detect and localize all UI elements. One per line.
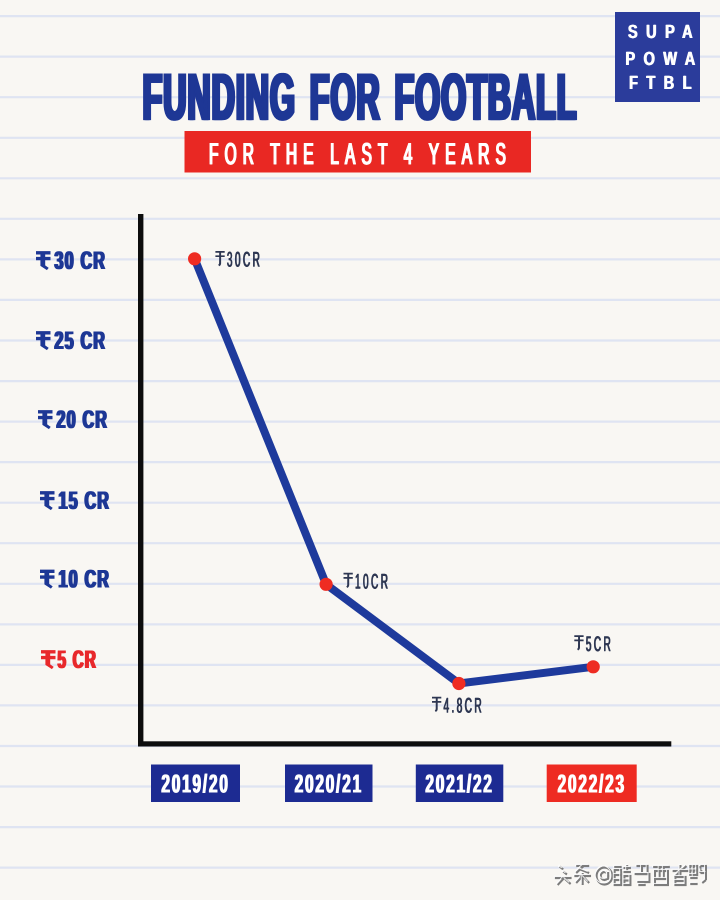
svg-text:2020/21: 2020/21	[294, 768, 362, 798]
svg-text:2022/23: 2022/23	[558, 768, 626, 798]
svg-text:FOR THE LAST 4 YEARS: FOR THE LAST 4 YEARS	[208, 138, 511, 171]
svg-text:FOR THE LAST 4 YEARS: FOR THE LAST 4 YEARS	[209, 138, 512, 171]
svg-text:2022/23: 2022/23	[557, 768, 625, 798]
svg-text:10CR: 10CR	[355, 570, 390, 593]
svg-text:FTBL: FTBL	[629, 73, 700, 94]
svg-text:30CR: 30CR	[227, 249, 262, 272]
svg-text:5CR: 5CR	[586, 633, 613, 656]
svg-text:4.8CR: 4.8CR	[444, 694, 485, 717]
svg-text:4.8CR: 4.8CR	[444, 694, 485, 717]
svg-text:15 CR: 15 CR	[59, 487, 111, 515]
svg-text:2021/22: 2021/22	[426, 768, 494, 798]
svg-text:5 CR: 5 CR	[58, 646, 98, 674]
svg-text:FUNDING FOR FOOTBALL: FUNDING FOR FOOTBALL	[143, 61, 578, 133]
svg-text:10 CR: 10 CR	[59, 565, 111, 593]
svg-text:30 CR: 30 CR	[55, 247, 107, 275]
svg-text:FTBL: FTBL	[630, 73, 701, 94]
svg-text:20 CR: 20 CR	[56, 406, 108, 434]
svg-text:2019/20: 2019/20	[161, 768, 229, 798]
svg-text:30 CR: 30 CR	[54, 247, 106, 275]
svg-text:5CR: 5CR	[586, 633, 613, 656]
svg-text:20 CR: 20 CR	[57, 406, 109, 434]
svg-text:5 CR: 5 CR	[57, 646, 97, 674]
svg-text:15 CR: 15 CR	[59, 487, 111, 515]
svg-text:2021/22: 2021/22	[425, 768, 493, 798]
svg-text:SUPA: SUPA	[628, 22, 701, 43]
svg-text:25 CR: 25 CR	[55, 327, 107, 355]
svg-text:FUNDING FOR FOOTBALL: FUNDING FOR FOOTBALL	[142, 61, 577, 133]
svg-text:SUPA: SUPA	[628, 22, 701, 43]
svg-text:25 CR: 25 CR	[55, 327, 107, 355]
svg-text:15 CR: 15 CR	[58, 487, 110, 515]
svg-text:5CR: 5CR	[586, 633, 613, 656]
svg-text:10CR: 10CR	[355, 570, 390, 593]
svg-text:SUPA: SUPA	[628, 22, 701, 43]
svg-text:POWA: POWA	[625, 49, 703, 70]
svg-text:2021/22: 2021/22	[425, 768, 493, 798]
svg-text:10 CR: 10 CR	[59, 565, 111, 593]
svg-text:2019/20: 2019/20	[162, 768, 230, 798]
svg-text:2022/23: 2022/23	[558, 768, 626, 798]
svg-text:2020/21: 2020/21	[295, 768, 363, 798]
svg-text:2020/21: 2020/21	[295, 768, 363, 798]
svg-text:5 CR: 5 CR	[58, 646, 98, 674]
svg-text:FOR THE LAST 4 YEARS: FOR THE LAST 4 YEARS	[209, 138, 512, 171]
svg-text:POWA: POWA	[626, 49, 704, 70]
svg-text:30 CR: 30 CR	[55, 247, 107, 275]
svg-text:2019/20: 2019/20	[161, 768, 229, 798]
svg-text:POWA: POWA	[625, 49, 703, 70]
svg-text:30CR: 30CR	[227, 249, 262, 272]
svg-text:FTBL: FTBL	[629, 73, 700, 94]
svg-text:4.8CR: 4.8CR	[443, 694, 484, 717]
svg-text:10 CR: 10 CR	[58, 565, 110, 593]
svg-text:25 CR: 25 CR	[54, 327, 106, 355]
svg-text:30CR: 30CR	[227, 249, 262, 272]
svg-text:FUNDING FOR FOOTBALL: FUNDING FOR FOOTBALL	[144, 61, 579, 133]
svg-text:20 CR: 20 CR	[57, 406, 109, 434]
svg-text:10CR: 10CR	[355, 570, 390, 593]
